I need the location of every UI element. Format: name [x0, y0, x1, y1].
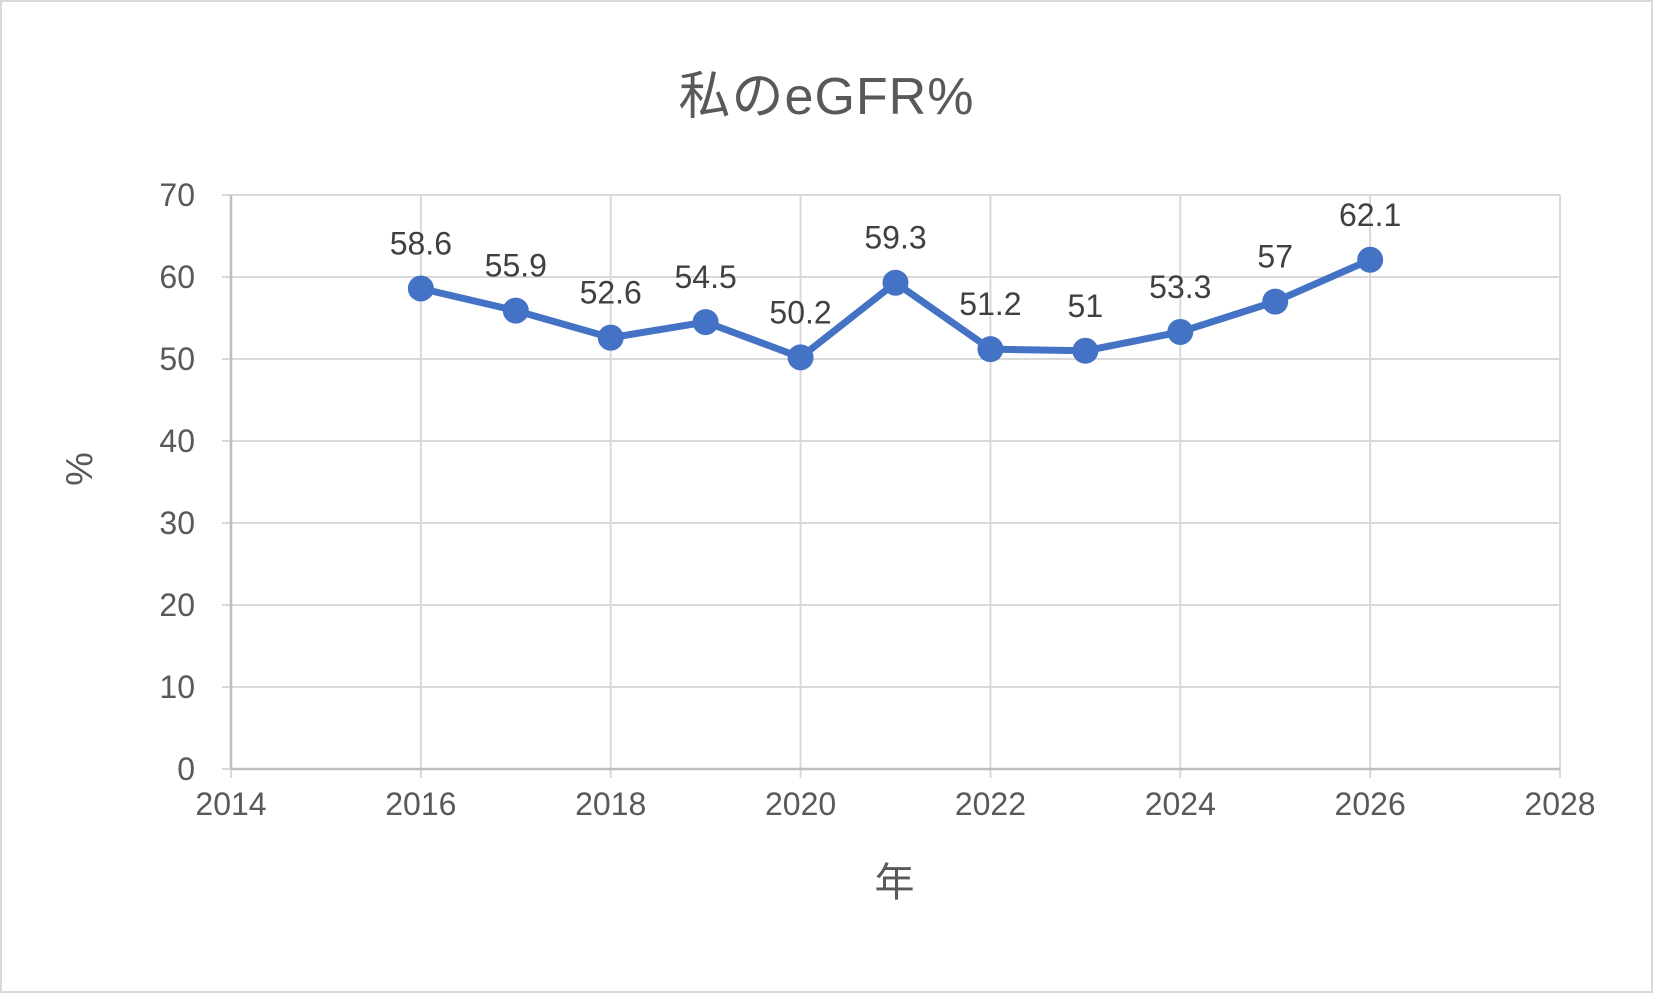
data-point-label: 51.2	[959, 286, 1021, 322]
data-point	[1262, 288, 1289, 315]
data-point	[1072, 337, 1099, 364]
y-tick-label: 20	[159, 587, 195, 623]
data-point	[977, 336, 1004, 363]
data-point-label: 51	[1068, 288, 1104, 324]
data-point-label: 52.6	[580, 275, 642, 311]
chart-title: 私のeGFR%	[678, 68, 975, 126]
y-tick-label: 40	[159, 423, 195, 459]
data-point	[407, 275, 434, 302]
x-tick-label: 2022	[955, 786, 1026, 822]
x-tick-label: 2018	[575, 786, 646, 822]
y-tick-label: 50	[159, 341, 195, 377]
y-tick-label: 60	[159, 259, 195, 295]
y-tick-label: 0	[177, 751, 195, 787]
x-axis-title: 年	[874, 861, 915, 905]
x-tick-label: 2016	[385, 786, 456, 822]
x-tick-label: 2020	[765, 786, 836, 822]
data-point	[502, 297, 529, 324]
data-point	[597, 324, 624, 351]
data-point-label: 55.9	[485, 248, 547, 284]
data-point-label: 59.3	[864, 220, 926, 256]
data-point-label: 54.5	[675, 259, 737, 295]
data-point	[882, 269, 909, 296]
data-point	[692, 309, 719, 336]
y-tick-label: 30	[159, 505, 195, 541]
x-tick-label: 2024	[1145, 786, 1216, 822]
data-point-label: 62.1	[1339, 197, 1401, 233]
data-point-label: 57	[1257, 239, 1293, 275]
y-tick-label: 10	[159, 669, 195, 705]
x-tick-label: 2026	[1335, 786, 1406, 822]
y-tick-label: 70	[159, 177, 195, 213]
data-point	[1357, 246, 1384, 273]
data-point	[1167, 318, 1194, 345]
data-point-label: 53.3	[1149, 269, 1211, 305]
data-point-label: 50.2	[769, 294, 831, 330]
data-point-label: 58.6	[390, 225, 452, 261]
x-tick-label: 2028	[1524, 786, 1595, 822]
data-point	[787, 344, 814, 371]
x-tick-label: 2014	[195, 786, 266, 822]
